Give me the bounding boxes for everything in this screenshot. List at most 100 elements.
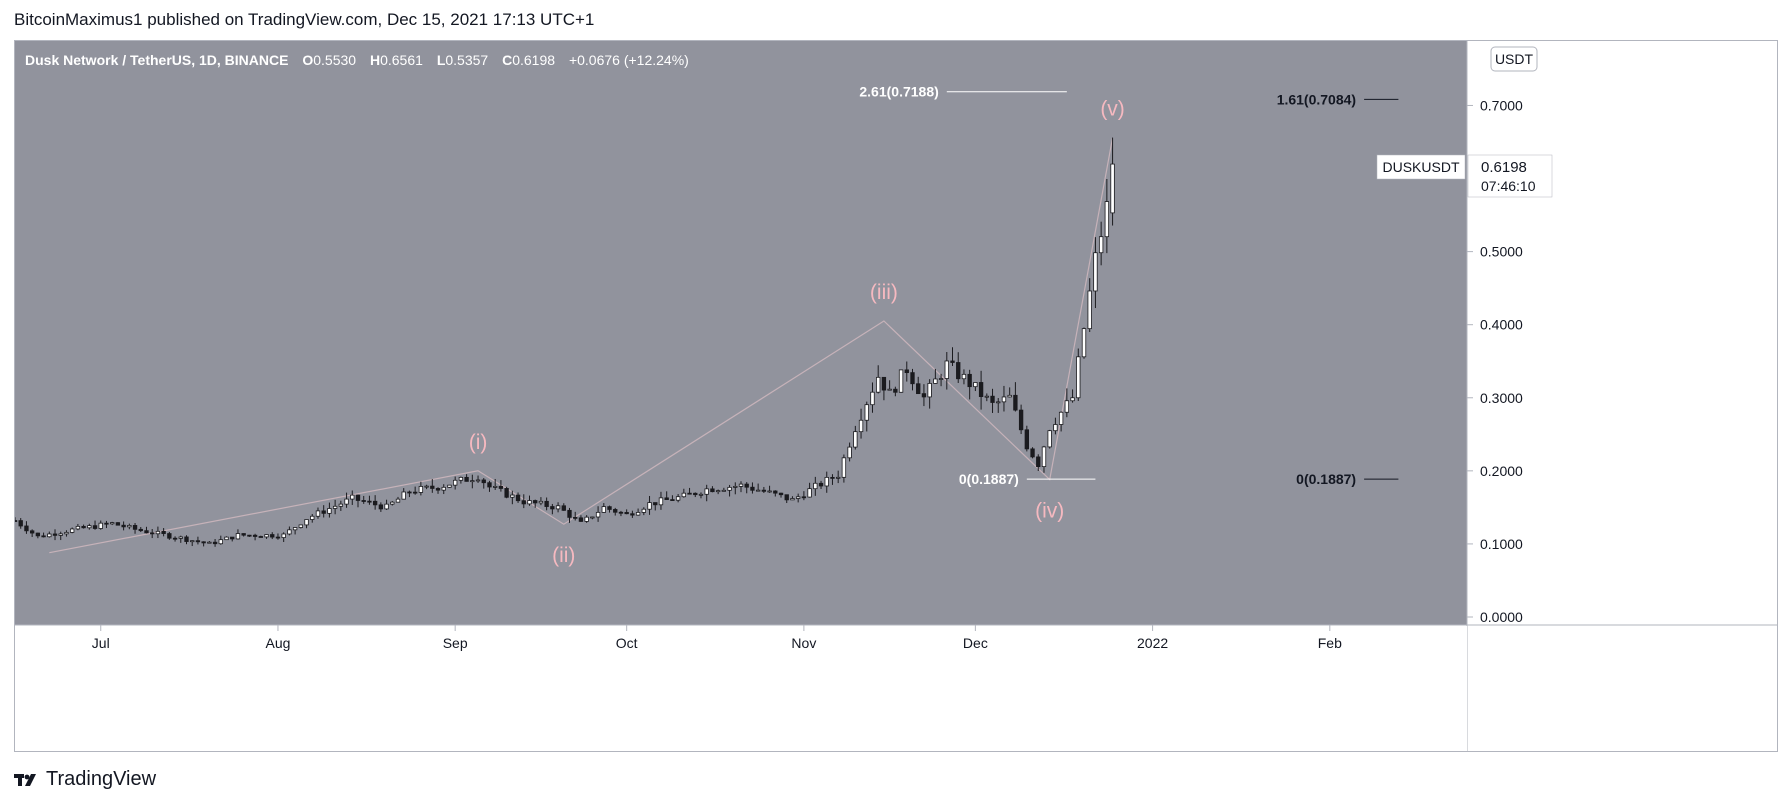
candle (504, 486, 509, 499)
candle-body (270, 534, 275, 538)
candle-body (916, 383, 921, 395)
candle-body (887, 388, 892, 391)
candle (201, 541, 206, 547)
candle (138, 527, 143, 533)
candle (338, 500, 344, 511)
candle-body (836, 476, 841, 479)
candle-body (275, 536, 281, 539)
candle (933, 368, 938, 384)
candle-body (990, 395, 995, 403)
candle (618, 510, 624, 517)
candle (418, 481, 424, 496)
candle (755, 483, 761, 492)
price-tick-label: 0.4000 (1480, 317, 1523, 333)
candle (1053, 417, 1058, 435)
candle (916, 376, 921, 395)
candle-body (773, 490, 778, 494)
currency-badge[interactable]: USDT (1490, 46, 1538, 72)
publish-line: BitcoinMaximus1 published on TradingView… (14, 10, 595, 29)
candle-body (310, 515, 315, 520)
candle-body (292, 527, 298, 531)
candle (470, 474, 475, 489)
candle (350, 490, 355, 505)
candle-body (858, 419, 864, 433)
candle (544, 497, 549, 511)
candle-body (424, 485, 429, 488)
candle (681, 488, 687, 498)
candle-body (332, 505, 338, 509)
price-axis-ticks: 0.7000 0.5000 0.4000 0.3000 0.2000 0.1000 0.00… (1467, 97, 1523, 625)
candle (1098, 221, 1104, 266)
candle-body (550, 506, 555, 510)
candle (258, 535, 263, 538)
candle (990, 388, 995, 413)
time-tick-label: Oct (616, 635, 638, 651)
chart-frame[interactable]: (i) (ii) (iii) (iv) (v) 2.61(0.7188) 0(0.1887… (14, 40, 1778, 752)
legend-low-value: 0.5357 (445, 52, 488, 68)
candle-body (893, 388, 898, 393)
candle-body (241, 533, 246, 536)
price-tick-label: 0.2000 (1480, 463, 1523, 479)
candle (161, 528, 166, 537)
candle (1030, 447, 1035, 459)
candle-body (115, 522, 121, 526)
candle-body (1013, 394, 1018, 411)
elliott-wave-labels: (i) (ii) (iii) (iv) (v) (469, 98, 1125, 568)
candle-body (755, 489, 761, 492)
candle-body (252, 534, 258, 537)
candle (155, 526, 161, 539)
candle (378, 502, 384, 512)
tradingview-logo-icon (14, 773, 36, 786)
candle-body (910, 372, 915, 385)
fib-level-label: 2.61(0.7188) (859, 84, 938, 100)
candle (698, 492, 704, 499)
candle-body (190, 540, 195, 543)
candle-body (778, 492, 784, 496)
candle-body (567, 509, 572, 518)
candle-body (344, 498, 349, 505)
candle (961, 369, 967, 385)
candlestick-chart[interactable]: (i) (ii) (iii) (iv) (v) 2.61(0.7188) 0(0.1887… (15, 41, 1777, 751)
candle-body (201, 541, 206, 544)
candle-body (675, 496, 681, 501)
candle (938, 373, 944, 387)
candle (778, 492, 784, 498)
candle (498, 480, 504, 492)
price-axis-background[interactable] (1467, 41, 1777, 625)
candle (864, 401, 869, 432)
candle (1070, 389, 1075, 403)
candle-body (801, 496, 807, 499)
candle (475, 475, 481, 483)
candle (904, 361, 909, 382)
candle-body (1110, 163, 1115, 214)
candle-body (1041, 446, 1047, 468)
candle-body (573, 516, 578, 519)
candle (830, 474, 835, 485)
candle (167, 531, 172, 540)
candle-body (618, 511, 624, 514)
candle-body (390, 501, 395, 505)
candle-body (475, 479, 481, 482)
candle (921, 384, 927, 407)
candle-body (653, 502, 658, 506)
candle-body (813, 482, 818, 490)
candle-body (1076, 356, 1081, 399)
candle (270, 532, 275, 540)
candle-body (298, 524, 303, 528)
candle (733, 482, 738, 495)
time-axis-background[interactable] (15, 626, 1467, 751)
candle-body (412, 491, 418, 494)
candle-body (1058, 411, 1064, 425)
candle-body (355, 494, 361, 501)
candle (292, 527, 298, 535)
candle (224, 536, 229, 541)
symbol-tag-box (1376, 154, 1466, 180)
candle (390, 500, 395, 506)
candle-body (635, 512, 641, 516)
legend-low-label: L (437, 52, 446, 68)
time-tick-label: Dec (963, 635, 988, 651)
candle (264, 534, 269, 539)
tradingview-brand[interactable]: TradingView (14, 768, 156, 791)
candle (401, 488, 406, 500)
candle (910, 368, 915, 391)
